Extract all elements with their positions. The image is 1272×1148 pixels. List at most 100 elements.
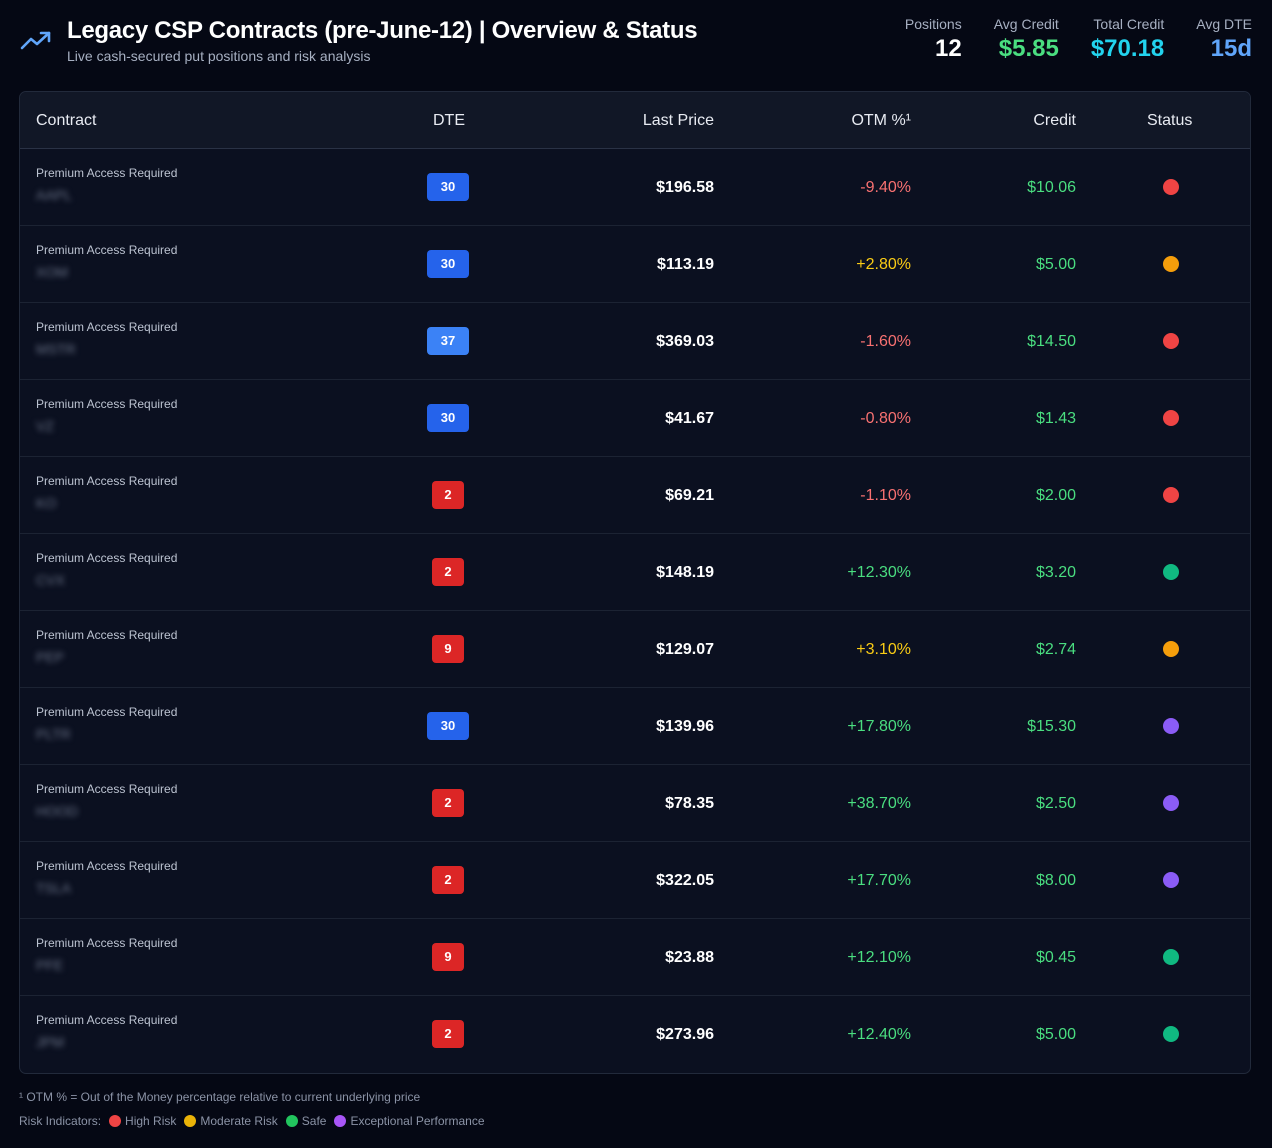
- credit-value: $15.30: [1027, 718, 1076, 735]
- stat-total-credit: Total Credit $70.18: [1091, 16, 1164, 63]
- header-last-price[interactable]: Last Price: [642, 112, 714, 129]
- table-row[interactable]: Premium Access Required AAPL 30 $196.58 -9.4…: [20, 149, 1250, 226]
- page-subtitle: Live cash-secured put positions and risk…: [67, 48, 371, 64]
- credit-value: $1.43: [1035, 410, 1076, 427]
- legend-item: High Risk: [109, 1114, 176, 1128]
- status-dot-icon: [1163, 333, 1179, 349]
- credit-value: $8.00: [1035, 872, 1076, 889]
- table-row[interactable]: Premium Access Required PLTR 30 $139.96 +17.…: [20, 688, 1250, 765]
- status-dot-icon: [1163, 949, 1179, 965]
- premium-access-label: Premium Access Required: [36, 243, 178, 257]
- credit-value: $10.06: [1027, 179, 1076, 196]
- last-price: $113.19: [657, 256, 714, 273]
- table-body: Premium Access Required AAPL 30 $196.58 -9.4…: [20, 149, 1250, 1073]
- header-otm[interactable]: OTM %¹: [851, 112, 911, 129]
- header-contract[interactable]: Contract: [36, 112, 97, 129]
- status-dot-icon: [1163, 795, 1179, 811]
- dte-badge: 37: [427, 327, 469, 355]
- stat-avg-dte: Avg DTE 15d: [1196, 16, 1252, 63]
- premium-access-label: Premium Access Required: [36, 474, 178, 488]
- credit-value: $2.74: [1035, 641, 1076, 658]
- contract-ticker-blurred: XOM: [36, 264, 68, 280]
- table-row[interactable]: Premium Access Required PEP 9 $129.07 +3.10%…: [20, 611, 1250, 688]
- premium-access-label: Premium Access Required: [36, 782, 178, 796]
- legend-label: Risk Indicators:: [19, 1114, 102, 1128]
- status-dot-icon: [1163, 256, 1179, 272]
- credit-value: $2.50: [1035, 795, 1076, 812]
- last-price: $148.19: [656, 564, 714, 581]
- dte-badge: 2: [432, 1020, 464, 1048]
- contract-ticker-blurred: CVX: [36, 572, 65, 588]
- summary-stats: Positions 12 Avg Credit $5.85 Total Credit $7…: [905, 16, 1252, 63]
- credit-value: $5.00: [1035, 256, 1076, 273]
- otm-percent: +17.70%: [847, 872, 911, 889]
- last-price: $369.03: [656, 333, 714, 350]
- legend-item-label: High Risk: [125, 1114, 177, 1128]
- table-row[interactable]: Premium Access Required PFE 9 $23.88 +12.10%…: [20, 919, 1250, 996]
- premium-access-label: Premium Access Required: [36, 397, 178, 411]
- dte-badge: 2: [432, 558, 464, 586]
- premium-access-label: Premium Access Required: [36, 166, 178, 180]
- otm-footnote: ¹ OTM % = Out of the Money percentage re…: [19, 1090, 421, 1104]
- contract-ticker-blurred: PLTR: [36, 726, 71, 742]
- status-dot-icon: [1163, 487, 1179, 503]
- contract-ticker-blurred: AAPL: [36, 187, 72, 203]
- stat-label: Total Credit: [1093, 16, 1165, 32]
- page-title: Legacy CSP Contracts (pre-June-12) | Ove…: [67, 17, 698, 44]
- legend-item-label: Moderate Risk: [200, 1114, 278, 1128]
- table-row[interactable]: Premium Access Required HOOD 2 $78.35 +38.70…: [20, 765, 1250, 842]
- status-dot-icon: [1163, 179, 1179, 195]
- legend-dot-icon: [334, 1115, 347, 1127]
- otm-percent: -0.80%: [860, 410, 911, 427]
- dte-badge: 2: [432, 866, 464, 894]
- status-dot-icon: [1163, 718, 1179, 734]
- dte-badge: 2: [432, 789, 464, 817]
- table-row[interactable]: Premium Access Required CVX 2 $148.19 +12.30…: [20, 534, 1250, 611]
- credit-value: $0.45: [1035, 949, 1076, 966]
- stat-value: 15d: [1210, 35, 1252, 62]
- last-price: $196.58: [656, 179, 714, 196]
- table-row[interactable]: Premium Access Required MSTR 37 $369.03 -1.6…: [20, 303, 1250, 380]
- dte-badge: 2: [432, 481, 464, 509]
- table-row[interactable]: Premium Access Required KO 2 $69.21 -1.10% $2…: [20, 457, 1250, 534]
- table-row[interactable]: Premium Access Required VZ 30 $41.67 -0.80% $…: [20, 380, 1250, 457]
- legend-item: Moderate Risk: [184, 1114, 278, 1128]
- otm-percent: +12.40%: [847, 1026, 911, 1043]
- dte-badge: 9: [432, 635, 464, 663]
- header-status[interactable]: Status: [1147, 112, 1193, 129]
- contract-ticker-blurred: JPM: [36, 1034, 64, 1050]
- header-dte[interactable]: DTE: [433, 112, 465, 129]
- premium-access-label: Premium Access Required: [36, 628, 178, 642]
- premium-access-label: Premium Access Required: [36, 320, 178, 334]
- last-price: $69.21: [665, 487, 714, 504]
- legend-dot-icon: [109, 1115, 122, 1127]
- premium-access-label: Premium Access Required: [36, 1013, 178, 1027]
- otm-percent: +38.70%: [847, 795, 911, 812]
- otm-percent: +12.30%: [847, 564, 911, 581]
- otm-percent: -1.60%: [860, 333, 911, 350]
- otm-percent: +17.80%: [847, 718, 911, 735]
- last-price: $129.07: [656, 641, 714, 658]
- legend-dot-icon: [184, 1115, 197, 1127]
- header-credit[interactable]: Credit: [1033, 112, 1076, 129]
- dte-badge: 30: [427, 173, 469, 201]
- otm-percent: -9.40%: [860, 179, 911, 196]
- status-dot-icon: [1163, 1026, 1179, 1042]
- stat-value: $70.18: [1090, 35, 1165, 62]
- stat-value: 12: [935, 35, 962, 62]
- stat-label: Avg Credit: [993, 16, 1059, 32]
- last-price: $23.88: [665, 949, 714, 966]
- last-price: $322.05: [656, 872, 714, 889]
- table-row[interactable]: Premium Access Required XOM 30 $113.19 +2.80…: [20, 226, 1250, 303]
- table-row[interactable]: Premium Access Required TSLA 2 $322.05 +17.7…: [20, 842, 1250, 919]
- otm-percent: +12.10%: [847, 949, 911, 966]
- legend-item: Safe: [285, 1114, 326, 1128]
- credit-value: $2.00: [1035, 487, 1076, 504]
- status-dot-icon: [1163, 641, 1179, 657]
- contract-ticker-blurred: PFE: [36, 957, 64, 973]
- credit-value: $14.50: [1027, 333, 1076, 350]
- contract-ticker-blurred: KO: [36, 495, 57, 511]
- stat-label: Avg DTE: [1196, 16, 1252, 32]
- contract-ticker-blurred: PEP: [36, 649, 65, 665]
- table-row[interactable]: Premium Access Required JPM 2 $273.96 +12.40…: [20, 996, 1250, 1073]
